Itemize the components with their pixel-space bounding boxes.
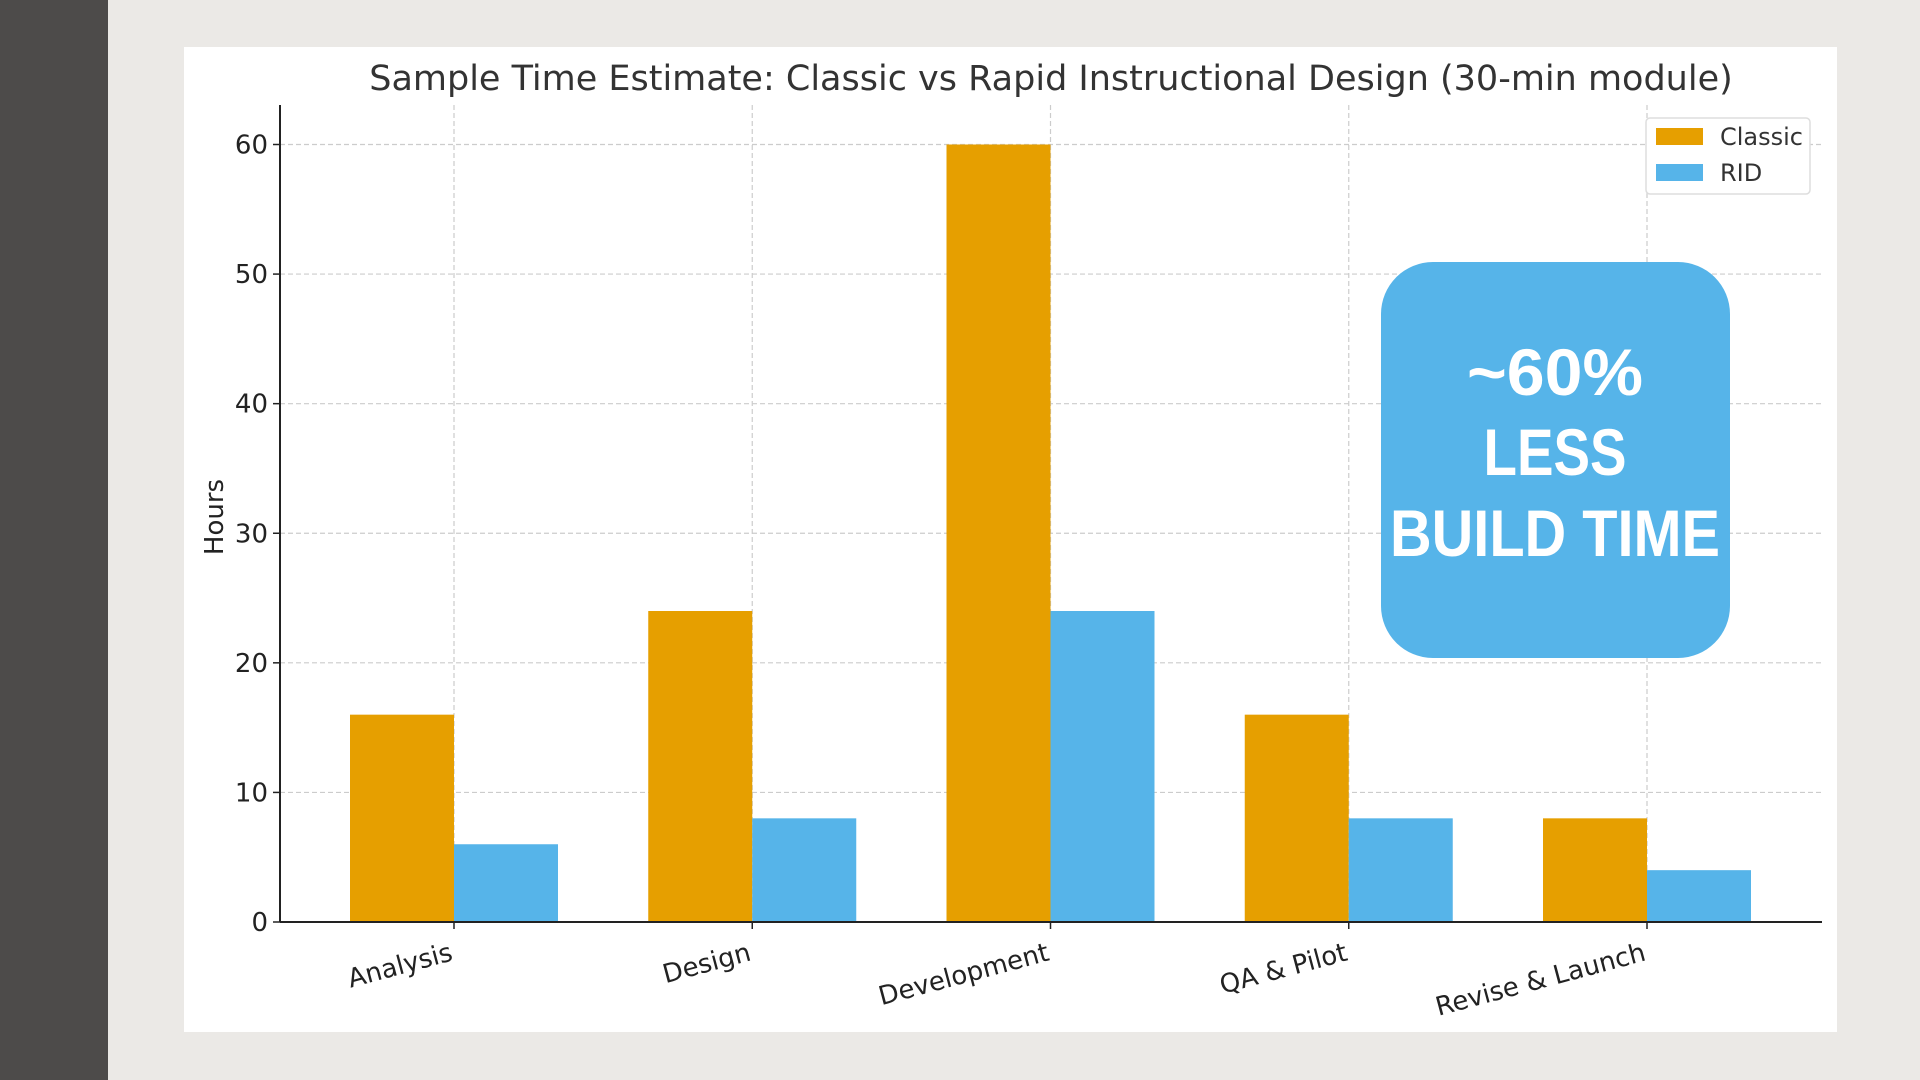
bar-classic-4	[1543, 818, 1647, 922]
bar-classic-0	[350, 714, 454, 922]
bar-classic-2	[946, 144, 1051, 922]
bar-classic-1	[648, 611, 753, 922]
x-tick-label: Development	[875, 938, 1052, 1012]
bar-rid-1	[752, 818, 857, 922]
y-tick-label: 0	[251, 908, 268, 938]
bars	[350, 144, 1751, 922]
y-tick-label: 20	[235, 649, 268, 679]
x-tick-label: Analysis	[345, 938, 456, 995]
bar-rid-4	[1647, 870, 1751, 922]
legend-label-classic: Classic	[1720, 123, 1803, 151]
y-axis-label: Hours	[200, 479, 230, 555]
callout-line: BUILD TIME	[1390, 496, 1720, 570]
y-tick-label: 30	[235, 519, 268, 549]
x-tick-label: Revise & Launch	[1432, 938, 1648, 1023]
chart-title: Sample Time Estimate: Classic vs Rapid I…	[369, 59, 1733, 99]
x-tick-label: QA & Pilot	[1217, 938, 1351, 1001]
bar-classic-3	[1244, 714, 1349, 922]
legend-swatch-classic	[1656, 128, 1703, 145]
bar-rid-3	[1348, 818, 1453, 922]
x-tick-label: Design	[660, 938, 754, 990]
y-tick-label: 40	[235, 390, 268, 420]
callout-background	[1381, 262, 1730, 658]
y-tick-label: 60	[235, 131, 268, 161]
legend-label-rid: RID	[1720, 159, 1762, 187]
slide-sidebar	[0, 0, 108, 1080]
bar-rid-2	[1050, 611, 1155, 922]
legend-swatch-rid	[1656, 164, 1703, 181]
y-tick-label: 50	[235, 260, 268, 290]
y-tick-label: 10	[235, 778, 268, 808]
callout-line: LESS	[1484, 415, 1627, 489]
legend: Classic RID	[1645, 117, 1811, 195]
bar-rid-0	[454, 844, 558, 922]
callout-line: ~60%	[1467, 335, 1643, 409]
